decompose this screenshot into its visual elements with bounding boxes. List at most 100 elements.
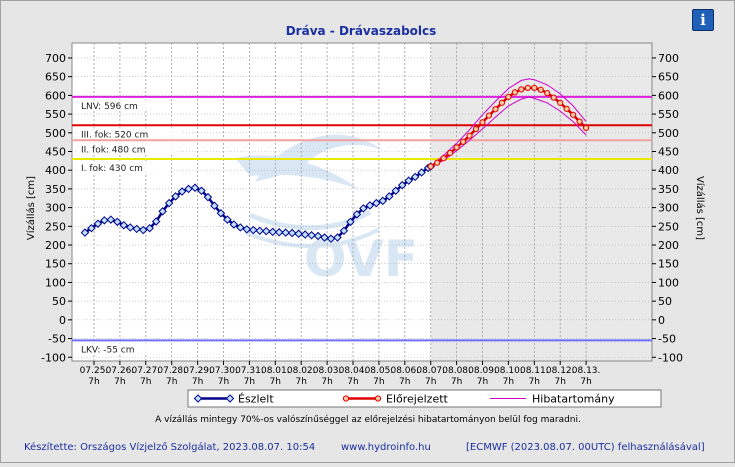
legend: Észlelt Előrejelzett Hibatartomány <box>187 389 662 408</box>
forecast-point <box>511 89 518 96</box>
y-tick-label-left: 300 <box>45 202 66 215</box>
x-tick-time: 7h <box>321 377 332 387</box>
observed-point <box>397 180 407 190</box>
y-tick-label-right: 300 <box>658 202 679 215</box>
observed-point <box>287 228 297 238</box>
observed-point <box>113 217 122 227</box>
observed-point <box>249 225 258 235</box>
legend-label: Észlelt <box>238 393 274 406</box>
forecast-point <box>466 132 473 139</box>
forecast-point <box>544 90 551 97</box>
observed-point <box>138 225 148 235</box>
x-tick-time: 7h <box>140 377 151 387</box>
chart-title: Dráva - Drávaszabolcs <box>286 24 437 38</box>
y-tick-label-left: 650 <box>45 71 66 84</box>
observed-point <box>320 233 329 242</box>
x-tick-date: 07.28. <box>157 366 186 376</box>
reference-label: LNV: 596 cm <box>81 102 138 112</box>
observed-point <box>300 230 310 239</box>
observed-point <box>132 224 141 234</box>
x-tick-date: 08.10. <box>494 366 523 376</box>
x-tick-time: 7h <box>529 377 540 387</box>
x-tick-date: 07.27. <box>131 366 160 376</box>
observed-point <box>100 216 109 225</box>
x-tick-time: 7h <box>192 377 203 387</box>
observed-point <box>80 228 90 237</box>
forecast-point <box>563 105 570 112</box>
x-tick-time: 7h <box>503 377 514 387</box>
reference-label-background <box>78 143 176 155</box>
y-tick-label-left: 100 <box>45 276 66 289</box>
observed-point <box>242 225 252 234</box>
y-tick-label-left: 150 <box>45 258 66 271</box>
observed-point <box>352 210 362 219</box>
legend-marker <box>342 395 350 402</box>
y-tick-label-left: 200 <box>45 239 66 252</box>
observed-point <box>365 201 375 210</box>
legend-box <box>187 389 662 408</box>
x-tick-date: 08.08. <box>442 366 471 376</box>
observed-point <box>326 234 336 243</box>
observed-point <box>210 201 219 210</box>
reference-label-background <box>78 99 152 111</box>
y-tick-label-right: -50 <box>658 333 676 346</box>
forecast-point <box>537 86 544 93</box>
observed-point <box>417 168 426 177</box>
observed-point <box>313 231 323 241</box>
x-tick-date: 07.25. <box>80 366 109 376</box>
y-tick-label-right: 450 <box>658 145 679 158</box>
x-tick-time: 7h <box>554 377 565 387</box>
observed-point <box>236 223 245 232</box>
footer-made-by: Készítette: Országos Vízjelző Szolgálat,… <box>24 441 315 453</box>
forecast-point <box>459 138 467 145</box>
watermark-wave-icon <box>255 134 382 182</box>
observed-point <box>229 220 239 229</box>
forecast-point <box>479 119 486 126</box>
x-tick-date: 08.05. <box>365 366 394 376</box>
observed-point <box>372 198 381 208</box>
reference-label: II. fok: 480 cm <box>81 145 146 155</box>
x-tick-date: 08.11. <box>520 366 549 376</box>
x-tick-time: 7h <box>477 377 488 387</box>
y-tick-label-right: 150 <box>658 258 679 271</box>
forecast-point <box>447 149 454 157</box>
y-tick-label-left: 400 <box>45 164 66 177</box>
observed-point <box>261 226 271 236</box>
reference-label-background <box>78 343 152 355</box>
info-icon[interactable]: i <box>692 9 714 31</box>
x-tick-time: 7h <box>373 377 384 387</box>
observed-point <box>307 231 316 240</box>
x-tick-time: 7h <box>244 377 255 387</box>
y-tick-label-left: -50 <box>48 333 66 346</box>
y-tick-label-right: -100 <box>658 351 683 364</box>
y-tick-label-left: 50 <box>52 295 66 308</box>
y-tick-label-left: 550 <box>45 108 66 121</box>
x-tick-time: 7h <box>166 377 177 387</box>
footer-website[interactable]: www.hydroinfo.hu <box>341 442 431 453</box>
forecast-point <box>434 159 441 166</box>
observed-point <box>385 192 394 201</box>
observed-point <box>203 192 213 202</box>
forecast-point <box>427 163 434 170</box>
reference-lines: LNV: 596 cm III. fok: 520 cm II. fok: 480 … <box>72 95 652 355</box>
forecast-point <box>518 86 525 93</box>
y-tick-label-right: 500 <box>658 127 679 140</box>
y-tick-label-left: 700 <box>45 52 66 65</box>
footer-model: [ECMWF (2023.08.07. 00UTC) felhasználásá… <box>466 441 705 453</box>
y-axis-label-left: Vízállás [cm] <box>25 176 37 240</box>
x-tick-date: 07.31. <box>235 366 264 376</box>
x-tick-time: 7h <box>295 377 306 387</box>
legend-marker <box>225 394 235 403</box>
legend-marker <box>374 395 382 402</box>
forecast-point <box>453 144 460 151</box>
observed-point <box>391 186 400 196</box>
x-tick-time: 7h <box>270 377 281 387</box>
y-tick-label-right: 350 <box>658 183 679 196</box>
y-axis-label-right: Vízállás [cm] <box>694 176 706 240</box>
x-tick-date: 08.09. <box>468 366 497 376</box>
forecast-point <box>531 84 538 91</box>
legend-label: Hibatartomány <box>532 393 615 406</box>
forecast-point <box>505 93 512 100</box>
x-tick-time: 7h <box>451 377 462 387</box>
y-tick-label-right: 50 <box>658 295 672 308</box>
